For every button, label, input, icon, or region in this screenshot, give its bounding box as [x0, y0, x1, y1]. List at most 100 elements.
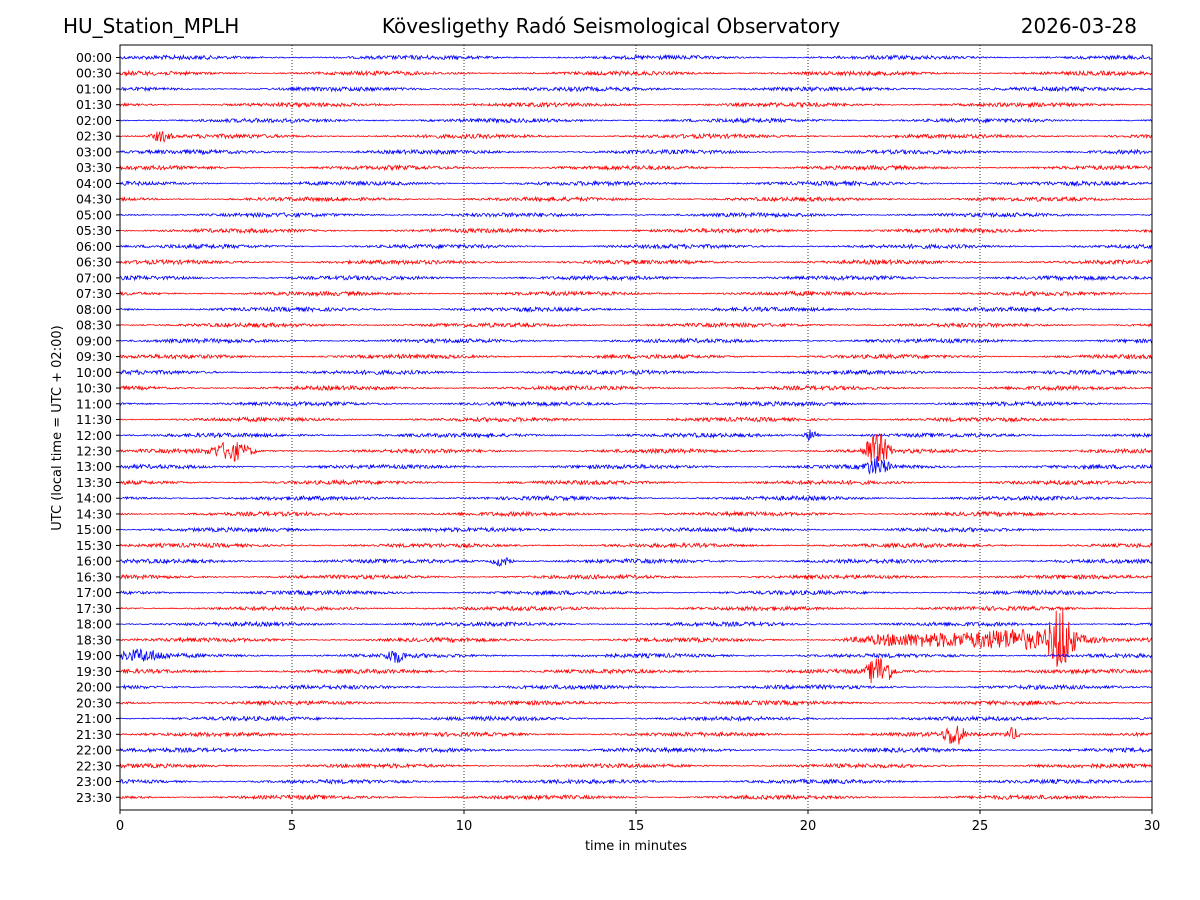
row-label: 23:30 — [76, 790, 112, 805]
row-label: 08:30 — [76, 318, 112, 333]
trace-2100 — [119, 714, 1153, 723]
row-label: 01:00 — [76, 81, 112, 96]
trace-0430 — [119, 195, 1153, 203]
row-label: 00:30 — [76, 66, 112, 81]
trace-0200 — [119, 117, 1153, 125]
x-tick-label: 10 — [456, 819, 473, 834]
trace-0100 — [119, 85, 1153, 93]
row-label: 19:00 — [76, 648, 112, 663]
row-label: 09:00 — [76, 333, 112, 348]
trace-0300 — [119, 148, 1153, 156]
row-label: 13:30 — [76, 475, 112, 490]
row-label: 12:30 — [76, 444, 112, 459]
row-label: 15:30 — [76, 538, 112, 553]
record-date: 2026-03-28 — [1020, 14, 1137, 38]
row-label: 05:00 — [76, 207, 112, 222]
trace-2000 — [119, 683, 1153, 691]
row-label: 12:00 — [76, 428, 112, 443]
row-label: 10:00 — [76, 365, 112, 380]
trace-1730 — [119, 604, 1153, 613]
trace-2200 — [119, 746, 1153, 754]
x-tick-label: 30 — [1144, 819, 1161, 834]
grid-lines — [291, 45, 981, 810]
trace-0400 — [119, 179, 1153, 188]
row-label: 16:00 — [76, 554, 112, 569]
row-label: 23:00 — [76, 774, 112, 789]
row-label: 00:00 — [76, 50, 112, 65]
trace-1700 — [119, 589, 1153, 597]
trace-0030 — [119, 69, 1153, 77]
trace-1100 — [119, 400, 1153, 408]
trace-1430 — [119, 510, 1153, 518]
trace-1300 — [119, 456, 1153, 475]
row-label: 22:30 — [76, 758, 112, 773]
row-label: 15:00 — [76, 522, 112, 537]
x-axis-label: time in minutes — [585, 839, 687, 854]
y-axis-label: UTC (local time = UTC + 02:00) — [50, 325, 65, 530]
trace-1930 — [119, 657, 1153, 684]
row-label: 20:30 — [76, 695, 112, 710]
trace-1330 — [119, 478, 1152, 486]
row-label: 02:00 — [76, 113, 112, 128]
trace-1600 — [119, 556, 1153, 567]
observatory-title: Kövesligethy Radó Seismological Observat… — [381, 14, 841, 38]
row-label: 04:00 — [76, 176, 112, 191]
trace-1830 — [119, 607, 1153, 667]
trace-2330 — [119, 793, 1153, 801]
x-tick-label: 15 — [628, 819, 645, 834]
x-tick-label: 5 — [288, 819, 296, 834]
trace-1630 — [120, 573, 1153, 581]
trace-0630 — [119, 258, 1153, 266]
trace-2230 — [119, 762, 1153, 770]
trace-1130 — [119, 416, 1153, 423]
row-label-group: 00:0000:3001:0001:3002:0002:3003:0003:30… — [76, 50, 120, 805]
trace-0500 — [119, 211, 1153, 219]
row-label: 02:30 — [76, 129, 112, 144]
plot-frame — [119, 44, 1153, 811]
trace-1530 — [119, 541, 1153, 549]
row-label: 18:00 — [76, 617, 112, 632]
trace-1200 — [119, 429, 1153, 441]
row-label: 22:00 — [76, 743, 112, 758]
row-label: 07:00 — [76, 270, 112, 285]
row-label: 06:00 — [76, 239, 112, 254]
row-label: 18:30 — [76, 632, 112, 647]
row-label: 07:30 — [76, 286, 112, 301]
trace-1000 — [119, 368, 1153, 376]
x-tick-label: 25 — [972, 819, 989, 834]
trace-1800 — [119, 620, 1153, 628]
trace-0530 — [119, 227, 1153, 235]
row-label: 11:00 — [76, 396, 112, 411]
trace-1230 — [119, 433, 1153, 463]
row-label: 13:00 — [76, 459, 112, 474]
trace-0600 — [119, 243, 1153, 250]
row-label: 04:30 — [76, 192, 112, 207]
x-tick-label: 0 — [116, 819, 124, 834]
trace-0900 — [119, 337, 1153, 345]
row-label: 14:00 — [76, 491, 112, 506]
trace-1500 — [119, 526, 1153, 534]
trace-0000 — [119, 53, 1152, 62]
row-label: 16:30 — [76, 569, 112, 584]
row-label: 05:30 — [76, 223, 112, 238]
trace-0730 — [119, 289, 1153, 298]
row-label: 03:00 — [76, 144, 112, 159]
row-label: 19:30 — [76, 664, 112, 679]
row-label: 21:30 — [76, 727, 112, 742]
row-label: 08:00 — [76, 302, 112, 317]
row-label: 11:30 — [76, 412, 112, 427]
trace-0230 — [119, 131, 1153, 143]
row-label: 01:30 — [76, 97, 112, 112]
row-label: 03:30 — [76, 160, 112, 175]
x-tick-group: 0 5 10 15 20 25 30 — [116, 810, 1160, 834]
trace-2300 — [119, 778, 1153, 785]
x-tick-label: 20 — [800, 819, 817, 834]
row-label: 10:30 — [76, 381, 112, 396]
station-name: HU_Station_MPLH — [63, 14, 240, 38]
trace-2130 — [119, 725, 1153, 745]
trace-group — [119, 53, 1153, 801]
row-label: 17:00 — [76, 585, 112, 600]
trace-0130 — [119, 101, 1153, 109]
row-label: 17:30 — [76, 601, 112, 616]
